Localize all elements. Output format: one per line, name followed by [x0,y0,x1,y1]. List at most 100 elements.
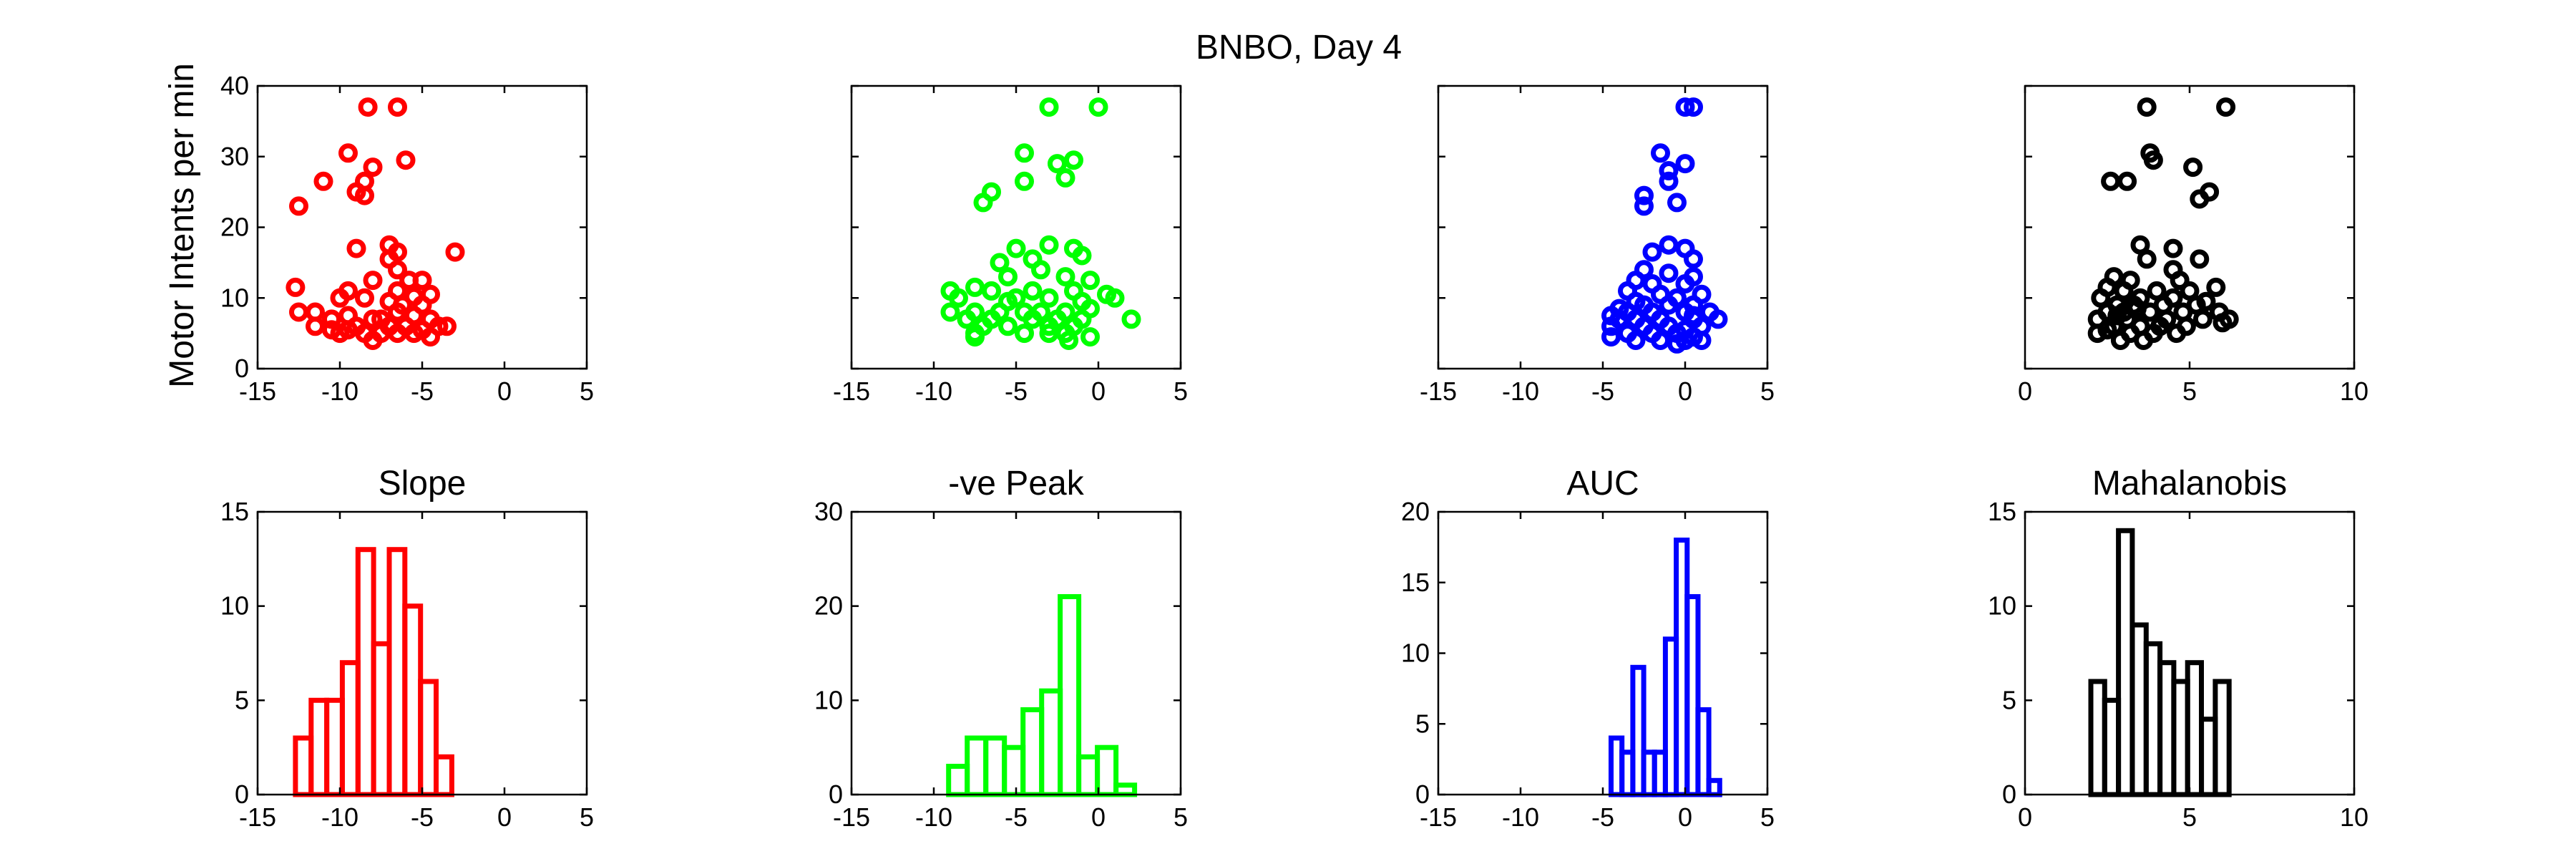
mahal-scatter-point [2137,249,2157,269]
mahal-hist-ytick-label: 0 [2002,780,2016,809]
slope-hist-xtick-label: -10 [321,802,358,832]
auc-scatter-xtick-label: -10 [1502,377,1539,406]
slope-scatter-point [289,302,308,322]
peak-scatter-point [949,288,968,308]
mahal-scatter-point [2087,324,2107,344]
peak-hist-xtick-label: 0 [1091,802,1106,832]
peak-hist-xtick-label: 5 [1174,802,1188,832]
peak-scatter-point [1048,154,1067,174]
peak-hist-bar [1095,744,1119,797]
peak-hist-ytick-label: 10 [814,685,843,714]
mahal-scatter-point [2110,331,2130,350]
auc-hist-bar [1706,777,1722,797]
peak-scatter-xtick-label: -5 [1005,377,1028,406]
peak-scatter-point [1080,327,1100,347]
mahal-scatter-point [2163,238,2183,258]
peak-hist-bar [1002,744,1026,797]
auc-scatter-xtick-label: -15 [1420,377,1457,406]
peak-scatter-point [1088,97,1108,117]
peak-scatter-point [1121,309,1141,329]
peak-scatter-xtick-label: 5 [1174,377,1188,406]
auc-scatter-point [1626,331,1646,350]
peak-scatter-point [1015,143,1034,163]
peak-hist-bar [1113,782,1138,797]
slope-scatter-point [355,185,374,205]
auc-scatter-point [1667,334,1687,354]
slope-scatter-point [306,316,325,336]
slope-hist-ytick-label: 10 [220,591,249,621]
mahal-scatter-point [2206,277,2226,297]
slope-scatter-point [437,316,457,336]
mahal-scatter-point [2107,306,2127,326]
auc-scatter-point [1642,242,1662,262]
peak-scatter-xtick-label: 0 [1091,377,1106,406]
slope-scatter-point [404,324,424,344]
auc-scatter-point [1634,196,1654,216]
peak-scatter-point [965,277,985,297]
peak-hist-xtick-label: -10 [915,802,952,832]
peak-scatter-point [1105,288,1125,308]
mahal-scatter-point [2190,189,2210,209]
mahal-scatter-xtick-label: 0 [2018,377,2032,406]
mahal-scatter-point [2097,320,2117,340]
slope-scatter-point [388,260,407,280]
slope-scatter-point [363,331,383,350]
peak-scatter-panel: -15 -10 -5 0 5 [833,84,1188,406]
peak-scatter-point [973,193,993,213]
peak-scatter-point [998,316,1018,336]
auc-scatter-point [1659,263,1679,283]
auc-scatter-point [1659,235,1679,255]
peak-scatter-xtick-label: -15 [833,377,870,406]
slope-hist-xtick-label: -5 [411,802,434,832]
peak-hist-bar [983,735,1008,797]
slope-scatter-ytick-label: 0 [235,354,249,383]
mahal-scatter-xtick-label: 5 [2182,377,2197,406]
slope-scatter-point [346,238,366,258]
slope-scatter-point [313,171,333,191]
peak-scatter-point [1023,309,1043,329]
peak-scatter-point [990,253,1010,273]
peak-hist-bar [1058,594,1082,797]
peak-hist-bar [965,735,989,797]
peak-hist-axes [850,510,1182,796]
peak-scatter-point [1059,331,1079,350]
auc-scatter-point [1659,295,1679,315]
slope-scatter-ytick-label: 20 [220,213,249,242]
slope-scatter-xtick-label: -5 [411,377,434,406]
mahal-hist-xtick-label: 10 [2340,802,2368,832]
auc-scatter-xtick-label: 0 [1678,377,1692,406]
auc-scatter-panel: -15 -10 -5 0 5 [1420,84,1775,406]
peak-hist-bar [1076,754,1101,797]
auc-hist-xtick-label: 5 [1760,802,1775,832]
auc-scatter-point [1659,171,1679,191]
peak-scatter-point [1055,168,1075,188]
slope-scatter-point [388,97,407,117]
auc-hist-xtick-label: -10 [1502,802,1539,832]
peak-hist-bar [1039,688,1063,797]
peak-scatter-point [1064,150,1083,170]
mahal-scatter-point [2170,271,2190,291]
peak-scatter-point [1039,97,1059,117]
slope-scatter-point [289,196,308,216]
slope-scatter-xtick-label: -15 [239,377,276,406]
auc-hist-ytick-label: 5 [1415,709,1430,738]
auc-scatter-point [1675,97,1695,117]
slope-hist-ytick-label: 0 [235,780,249,809]
auc-scatter-point [1708,309,1728,329]
mahal-scatter-point [2143,150,2163,170]
peak-scatter-point [1039,288,1059,308]
peak-scatter-point [1031,260,1050,280]
mahal-scatter-point [2192,309,2212,329]
slope-scatter-xtick-label: 0 [497,377,512,406]
auc-hist-ytick-label: 20 [1401,497,1430,526]
peak-scatter-point [1023,281,1043,301]
peak-scatter-xtick-label: -10 [915,377,952,406]
peak-scatter-point [1039,316,1059,336]
mahal-scatter-point [2196,291,2216,311]
auc-hist-ytick-label: 0 [1415,780,1430,809]
slope-scatter-point [358,97,378,117]
peak-scatter-point [982,281,1001,301]
auc-scatter-xtick-label: -5 [1591,377,1614,406]
